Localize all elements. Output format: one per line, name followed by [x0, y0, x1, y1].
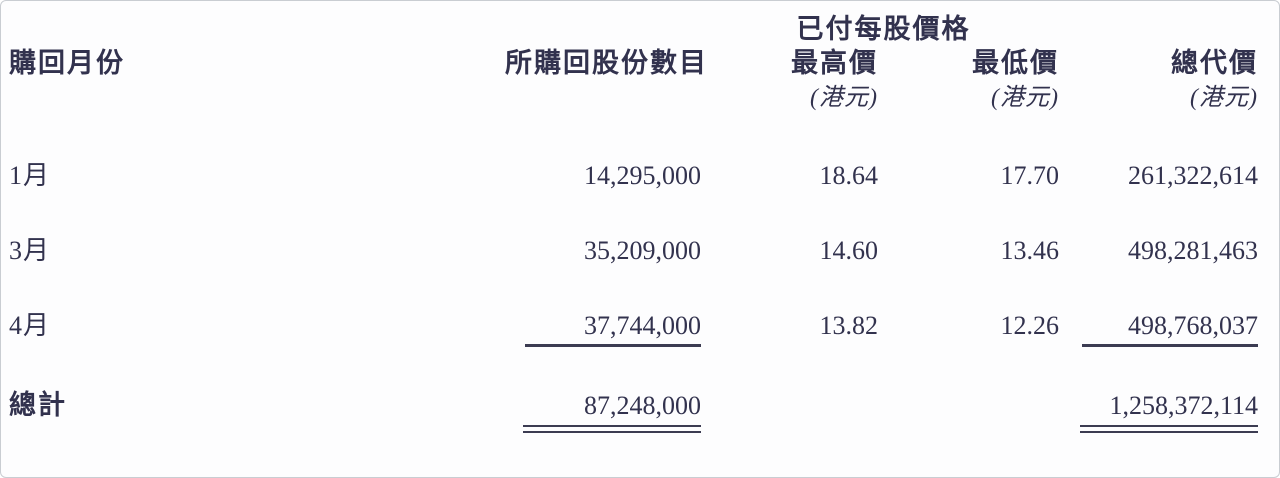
row-label-month: 3月	[9, 236, 51, 266]
total-row-label: 總計	[9, 389, 67, 420]
table-row-total: 總計 87,248,000 1,258,372,114	[9, 387, 1258, 433]
cell-highest-price: 18.64	[819, 161, 879, 191]
group-header-row: 已付每股價格	[9, 1, 1256, 45]
cell-total-consideration-value: 498,768,037	[1128, 311, 1258, 341]
table-row-january: 1月 14,295,000 18.64 17.70 261,322,614	[9, 157, 1258, 191]
grand-total-rule-total-consideration	[1080, 425, 1258, 433]
unit-row: (港元) (港元) (港元)	[9, 79, 1258, 113]
cell-total-shares: 87,248,000	[159, 391, 708, 433]
table-row-march: 3月 35,209,000 14.60 13.46 498,281,463	[9, 232, 1258, 266]
column-header-total-consideration: 總代價	[1171, 47, 1258, 78]
unit-label-total-consideration-hkd: (港元)	[1190, 85, 1258, 112]
cell-shares: 37,744,000	[159, 311, 708, 347]
unit-label-lowest-price-hkd: (港元)	[991, 85, 1059, 112]
cell-lowest-price: 17.70	[1000, 161, 1060, 191]
column-header-shares-repurchased: 所購回股份數目	[505, 47, 708, 78]
cell-highest-price: 14.60	[819, 236, 879, 266]
cell-total-consideration: 498,768,037	[1059, 311, 1258, 347]
cell-total-consideration: 261,322,614	[1128, 161, 1258, 191]
cell-grand-total-consideration-value: 1,258,372,114	[1109, 391, 1258, 421]
table-row-april: 4月 37,744,000 13.82 12.26 498,768,037	[9, 307, 1258, 347]
unit-label-highest-price-hkd: (港元)	[810, 85, 878, 112]
group-header-price-paid-per-share: 已付每股價格	[796, 13, 971, 44]
row-label-month: 4月	[9, 311, 51, 341]
grand-total-rule-shares	[523, 425, 701, 433]
column-header-lowest-price: 最低價	[972, 47, 1059, 78]
subtotal-rule-total-consideration	[1082, 344, 1258, 347]
cell-shares: 35,209,000	[584, 236, 701, 266]
subtotal-rule-shares	[525, 344, 701, 347]
cell-total-consideration: 498,281,463	[1128, 236, 1258, 266]
cell-lowest-price: 13.46	[1000, 236, 1060, 266]
cell-shares-value: 37,744,000	[584, 311, 701, 341]
column-header-highest-price: 最高價	[791, 47, 878, 78]
column-header-repurchase-month: 購回月份	[9, 47, 125, 78]
cell-lowest-price: 12.26	[1000, 311, 1060, 341]
cell-highest-price: 13.82	[819, 311, 879, 341]
cell-shares: 14,295,000	[584, 161, 701, 191]
cell-grand-total-consideration: 1,258,372,114	[1059, 391, 1258, 433]
cell-total-shares-value: 87,248,000	[584, 391, 701, 421]
row-label-month: 1月	[9, 161, 51, 191]
column-header-row: 購回月份 所購回股份數目 最高價 最低價 總代價	[9, 45, 1256, 79]
